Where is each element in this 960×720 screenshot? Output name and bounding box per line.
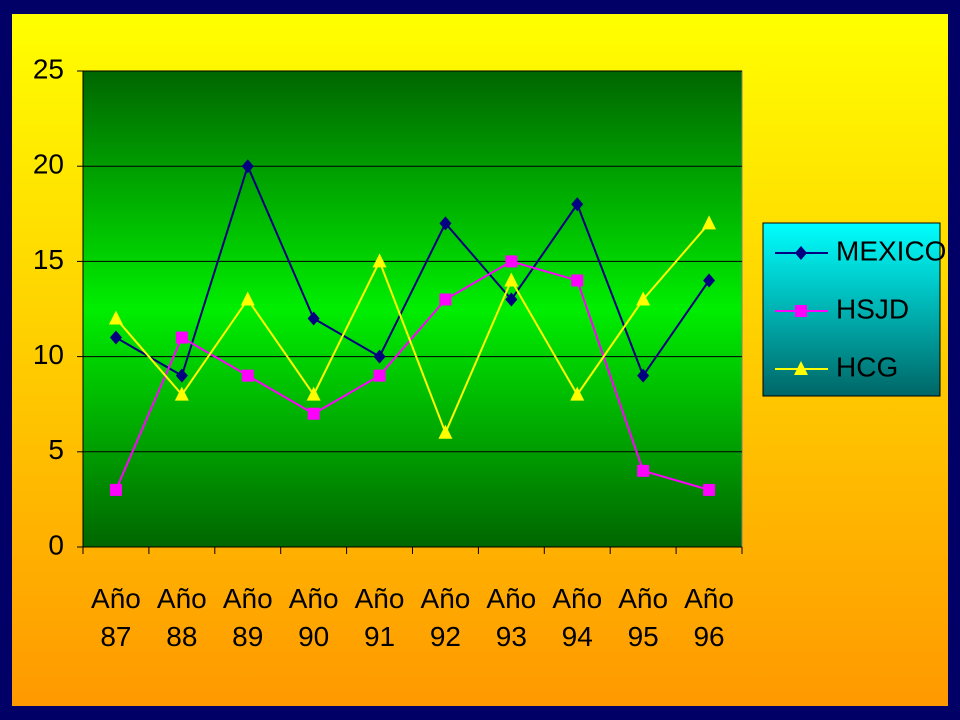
x-tick-label: Año 94 [552, 583, 603, 652]
marker [109, 483, 122, 496]
legend-label: HCG [836, 351, 898, 382]
marker [637, 368, 650, 383]
marker [439, 293, 452, 306]
marker [241, 369, 254, 382]
marker [504, 272, 519, 287]
x-tick-label: Año 88 [156, 583, 207, 652]
y-tick-label: 0 [48, 529, 64, 560]
marker [175, 331, 188, 344]
marker [307, 407, 320, 420]
series-line [115, 222, 710, 436]
y-tick-label: 20 [33, 149, 64, 180]
marker [372, 253, 387, 268]
marker [108, 310, 123, 325]
marker [703, 483, 716, 496]
x-tick-label: Año 90 [288, 583, 339, 652]
marker [571, 197, 584, 212]
marker [702, 215, 717, 230]
marker [439, 216, 452, 231]
x-tick-label: Año 92 [420, 583, 471, 652]
series-line [115, 260, 710, 491]
marker [174, 386, 189, 401]
marker [794, 361, 808, 375]
x-tick-label: Año 91 [354, 583, 405, 652]
marker [703, 273, 716, 288]
marker [505, 255, 518, 268]
x-tick-label: Año 89 [222, 583, 273, 652]
marker [795, 246, 807, 260]
legend [762, 222, 941, 397]
y-tick-label: 10 [33, 339, 64, 370]
marker [306, 386, 321, 401]
x-tick-label: Año 87 [91, 583, 141, 652]
marker [438, 424, 453, 439]
y-tick-label: 5 [48, 434, 64, 465]
legend-label: MEXICO [836, 235, 946, 266]
marker [175, 368, 188, 383]
marker [795, 305, 807, 317]
y-tick-label: 15 [33, 244, 64, 275]
legend-label: HSJD [836, 293, 909, 324]
marker [373, 369, 386, 382]
x-tick-label: Año 95 [618, 583, 669, 652]
marker [373, 349, 386, 364]
series-line [115, 163, 710, 378]
y-tick-label: 25 [33, 53, 64, 84]
plot-area [82, 70, 743, 548]
marker [109, 330, 122, 345]
marker [571, 274, 584, 287]
x-tick-label: Año 93 [486, 583, 537, 652]
marker [241, 159, 254, 174]
marker [570, 386, 585, 401]
x-tick-label: Año 96 [684, 583, 734, 652]
marker [240, 291, 255, 306]
marker [636, 291, 651, 306]
marker [505, 292, 518, 307]
marker [307, 311, 320, 326]
marker [637, 464, 650, 477]
